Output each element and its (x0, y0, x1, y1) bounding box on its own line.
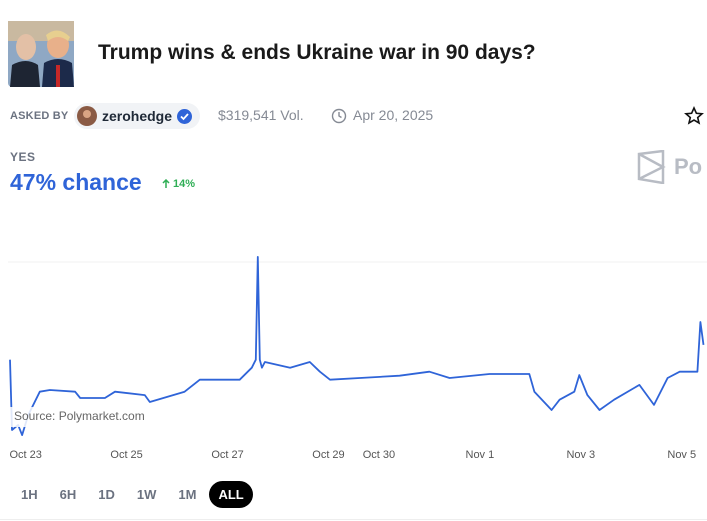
asked-by-label: ASKED BY (10, 110, 69, 122)
avatar (77, 106, 97, 126)
range-button[interactable]: 1H (21, 487, 38, 502)
x-tick-label: Oct 25 (110, 449, 142, 461)
username: zerohedge (102, 108, 173, 124)
end-date: Apr 20, 2025 (353, 107, 434, 123)
range-button[interactable]: 1W (136, 487, 157, 502)
up-arrow (162, 179, 170, 188)
market-title: Trump wins & ends Ukraine war in 90 days… (98, 41, 536, 64)
clock-icon (331, 108, 347, 124)
verified-badge (177, 108, 193, 124)
market-image (8, 21, 74, 87)
x-tick-label: Oct 29 (312, 449, 344, 461)
price-chart: Source: Polymarket.com Oct 23 Oct 25 Oct 2… (8, 255, 707, 461)
bookmark-star[interactable] (684, 106, 704, 126)
price-line (9, 255, 705, 436)
polymarket-logo: Po (636, 150, 702, 184)
x-tick-label: Nov 3 (566, 449, 595, 461)
volume: $319,541 Vol. (218, 107, 304, 123)
range-button[interactable]: ALL (209, 481, 253, 508)
x-tick-label: Nov 1 (466, 449, 495, 461)
chance: 47% chance (10, 169, 142, 195)
range-button[interactable]: 1M (178, 487, 197, 502)
source-label: Source: Polymarket.com (14, 409, 145, 423)
change: 14% (162, 178, 195, 190)
range-buttons: 1H 6H 1D 1W 1M ALL (12, 481, 253, 508)
x-tick-label: Oct 23 (9, 449, 41, 461)
change-value: 14% (173, 178, 196, 190)
outcome-label: YES (10, 150, 36, 164)
logo-mark (637, 150, 666, 184)
x-tick-label: Nov 5 (667, 449, 696, 461)
logo-text: Po (674, 154, 703, 179)
range-button[interactable]: 6H (59, 487, 77, 502)
divider (0, 519, 707, 520)
x-tick-label: Oct 30 (363, 449, 395, 461)
range-button[interactable]: 1D (98, 487, 115, 502)
x-tick-label: Oct 27 (211, 449, 243, 461)
user-chip[interactable]: zerohedge (74, 103, 201, 129)
